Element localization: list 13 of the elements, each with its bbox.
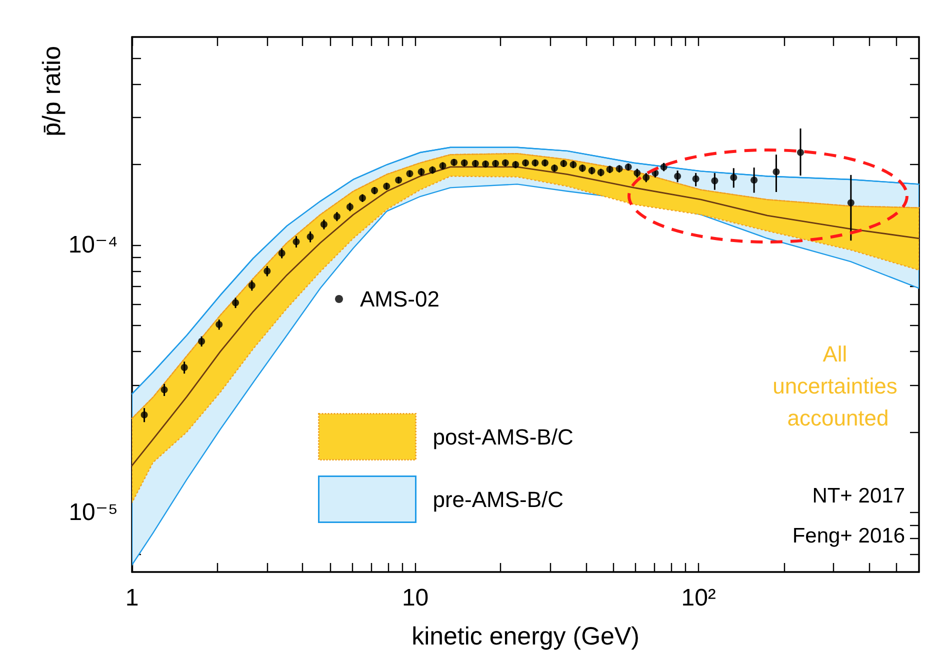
annotation: NT+ 2017 <box>812 484 905 508</box>
legend-label: post-AMS-B/C <box>432 424 574 450</box>
y-tick-label: 10⁻⁴ <box>68 232 118 259</box>
annotation: All uncertainties accounted <box>772 342 904 430</box>
x-tick-label: 1 <box>125 584 139 612</box>
x-tick-label: 10² <box>681 584 716 612</box>
y-axis-title: p̄/p ratio <box>38 46 66 136</box>
x-tick-label: 10 <box>402 584 429 612</box>
legend-label: AMS-02 <box>360 286 440 312</box>
x-axis-title: kinetic energy (GeV) <box>412 622 640 650</box>
y-tick-label: 10⁻⁵ <box>68 499 118 526</box>
legend-label: pre-AMS-B/C <box>432 486 564 512</box>
annotation: Feng+ 2016 <box>792 524 905 548</box>
